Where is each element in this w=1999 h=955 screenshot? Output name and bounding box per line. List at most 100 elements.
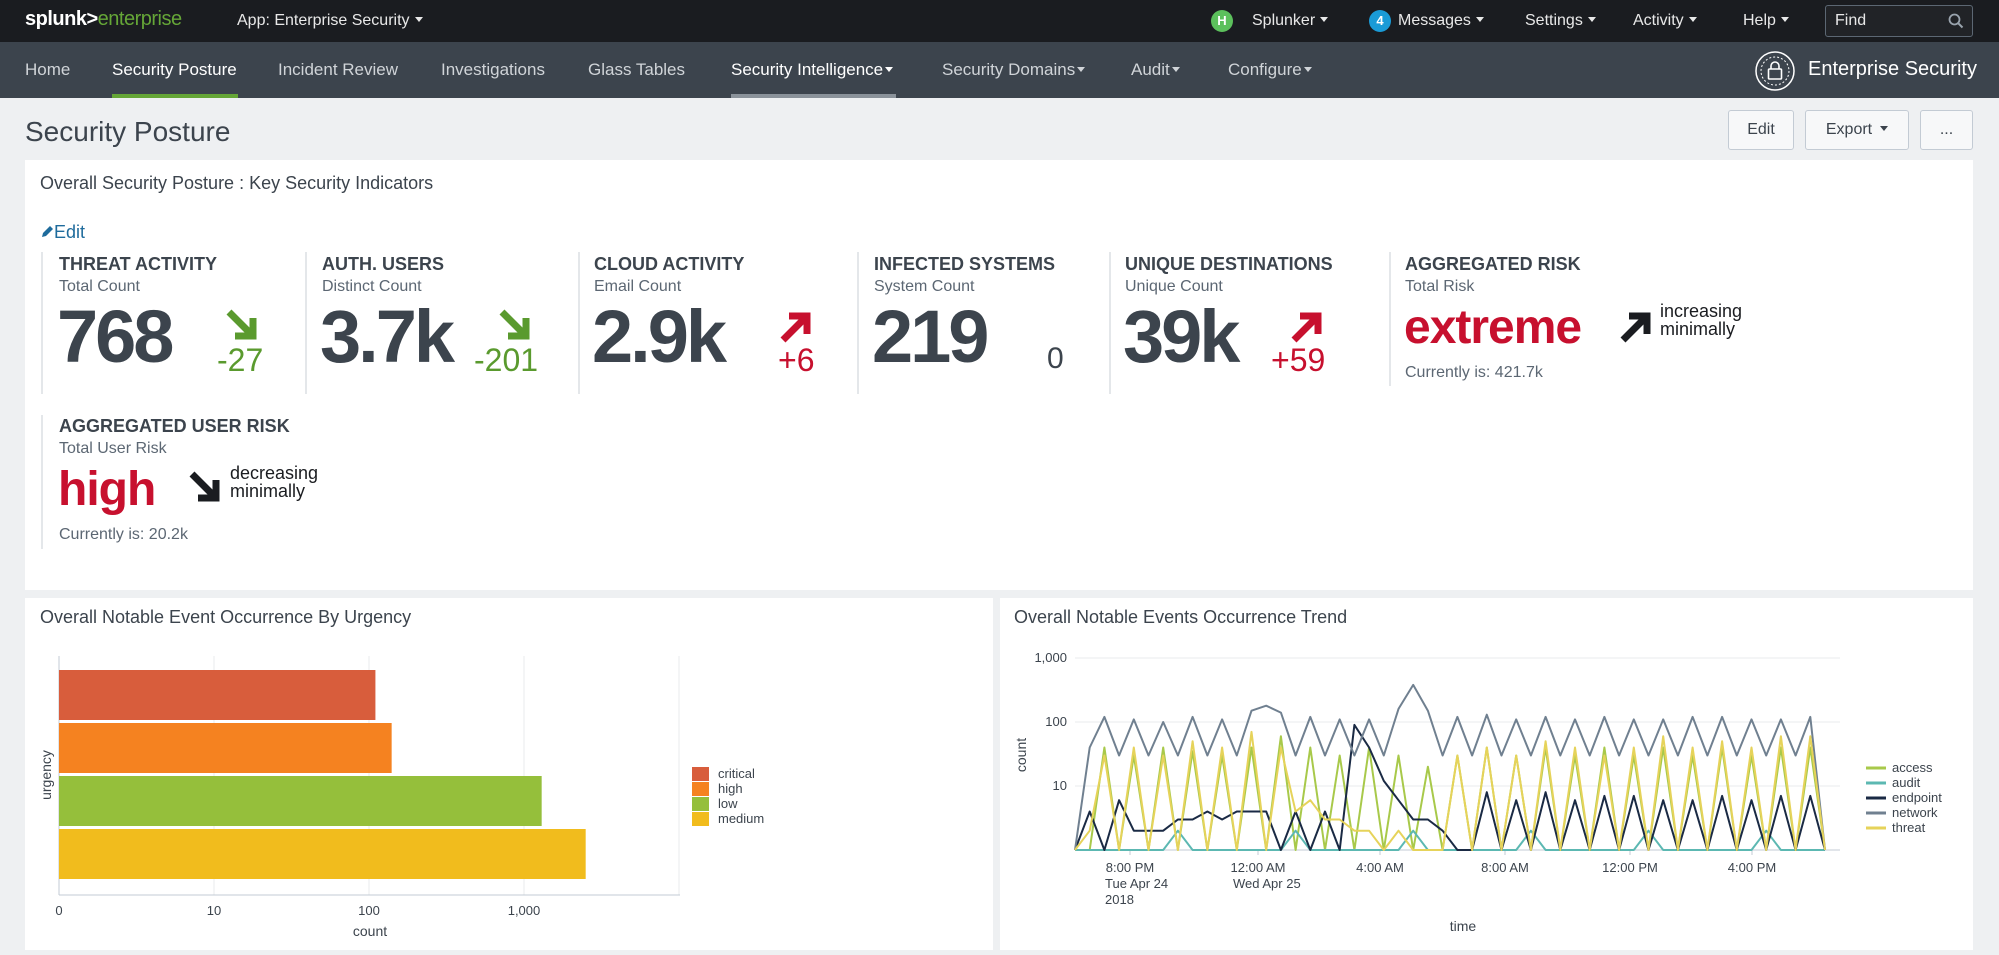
enterprise-security-lock-icon xyxy=(1755,51,1795,91)
legend-swatch-low xyxy=(692,797,709,811)
nav-item-label: Security Domains xyxy=(942,60,1076,79)
messages-count-badge[interactable]: 4 xyxy=(1369,10,1391,32)
x-tick-sublabel: Wed Apr 25 xyxy=(1233,876,1301,891)
avatar[interactable]: H xyxy=(1211,10,1233,32)
arrow-down-right-icon xyxy=(499,309,530,340)
help-menu[interactable]: Help xyxy=(1743,12,1789,30)
user-menu[interactable]: Splunker xyxy=(1252,12,1329,30)
series-line-network xyxy=(1074,683,1826,851)
x-tick-label: 8:00 AM xyxy=(1481,860,1529,875)
legend-label-high: high xyxy=(718,781,743,796)
arrow-down-right-icon xyxy=(226,309,257,340)
kpi-divider xyxy=(857,252,859,394)
messages-menu[interactable]: Messages xyxy=(1398,12,1484,30)
kpi-title-cloud-activity: CLOUD ACTIVITY xyxy=(594,254,745,274)
nav-item-home[interactable]: Home xyxy=(25,60,71,79)
splunk-logo[interactable]: splunk>enterprise xyxy=(25,8,182,31)
export-button[interactable]: Export xyxy=(1805,110,1909,150)
app-menu[interactable]: App: Enterprise Security xyxy=(237,12,423,30)
kpi-delta: -27 xyxy=(217,342,264,378)
x-axis-label: time xyxy=(1450,918,1477,934)
search-icon[interactable] xyxy=(1948,13,1964,29)
urgency-panel-title: Overall Notable Event Occurrence By Urge… xyxy=(40,607,412,627)
key-security-indicators-panel xyxy=(25,160,1973,590)
top-bar: splunk>enterprise App: Enterprise Securi… xyxy=(0,0,1999,42)
settings-menu[interactable]: Settings xyxy=(1525,12,1596,30)
series-line-threat xyxy=(1074,730,1826,851)
chevron-down-icon xyxy=(1320,17,1329,22)
kpi-delta: +59 xyxy=(1271,342,1326,378)
kpi-divider xyxy=(41,415,43,549)
bar-critical xyxy=(59,670,376,720)
chevron-down-icon xyxy=(1587,17,1596,22)
nav-item-configure[interactable]: Configure xyxy=(1228,60,1312,80)
user-menu-label: Splunker xyxy=(1252,12,1316,29)
nav-item-security-domains[interactable]: Security Domains xyxy=(942,60,1086,80)
x-tick-label: 4:00 AM xyxy=(1356,860,1404,875)
legend-swatch-high xyxy=(692,782,709,796)
nav-item-glass-tables[interactable]: Glass Tables xyxy=(588,60,686,79)
aggregated-user-risk-level[interactable]: high xyxy=(58,463,156,516)
edit-dashboard-button[interactable]: Edit xyxy=(1728,110,1794,150)
aggregated-user-risk-trend: decreasing minimally xyxy=(230,464,318,500)
kpi-subtitle: System Count xyxy=(874,278,975,295)
chevron-down-icon xyxy=(885,67,894,72)
x-tick-label: 4:00 PM xyxy=(1728,860,1776,875)
trend-chart-panel xyxy=(1000,598,1973,950)
nav-item-security-posture[interactable]: Security Posture xyxy=(112,60,237,79)
aggregated-user-risk-current: Currently is: 20.2k xyxy=(59,526,188,543)
nav-item-security-intelligence[interactable]: Security Intelligence xyxy=(731,60,894,80)
trend-panel-title: Overall Notable Events Occurrence Trend xyxy=(1014,607,1348,627)
arrow-up-right-icon xyxy=(780,312,811,343)
urgency-chart-panel xyxy=(25,598,993,950)
arrow-up-right-icon xyxy=(1620,312,1651,343)
kpi-divider xyxy=(1389,252,1391,386)
series-line-endpoint xyxy=(1074,723,1826,851)
nav-item-label: Configure xyxy=(1228,60,1302,79)
legend-label-network: network xyxy=(1892,805,1938,820)
kpi-delta: +6 xyxy=(778,342,815,378)
app-nav-bar: Home Security Posture Incident Review In… xyxy=(0,42,1999,98)
x-tick-label: 8:00 PM xyxy=(1106,860,1154,875)
nav-item-investigations[interactable]: Investigations xyxy=(441,60,545,79)
kpi-divider xyxy=(578,252,580,394)
find-box xyxy=(1825,5,1973,37)
kpi-title-infected-systems: INFECTED SYSTEMS xyxy=(874,254,1056,274)
kpi-value-cloud-activity[interactable]: 2.9k xyxy=(592,295,727,378)
x-axis-label: count xyxy=(353,923,387,939)
kpi-divider xyxy=(305,252,307,394)
find-input[interactable] xyxy=(1826,6,1946,36)
legend-label-access: access xyxy=(1892,760,1933,775)
activity-menu-label: Activity xyxy=(1633,12,1684,29)
kpi-delta: 0 xyxy=(1047,342,1064,375)
kpi-title-auth-users: AUTH. USERS xyxy=(322,254,445,274)
app-menu-label: App: Enterprise Security xyxy=(237,12,410,29)
y-tick-label: 100 xyxy=(1045,714,1067,729)
kpi-subtitle: Total Count xyxy=(59,278,140,295)
kpi-value-infected-systems[interactable]: 219 xyxy=(872,295,989,378)
y-tick-label: 10 xyxy=(1053,778,1067,793)
kpi-title-aggregated-user-risk: AGGREGATED USER RISK xyxy=(59,416,290,436)
aggregated-risk-current: Currently is: 421.7k xyxy=(1405,364,1543,381)
activity-menu[interactable]: Activity xyxy=(1633,12,1697,30)
kpi-subtitle: Email Count xyxy=(594,278,682,295)
kpi-value-auth-users[interactable]: 3.7k xyxy=(320,295,455,378)
nav-item-incident-review[interactable]: Incident Review xyxy=(278,60,399,79)
kpi-divider xyxy=(1109,252,1111,394)
legend-swatch-medium xyxy=(692,812,709,826)
more-actions-button[interactable]: ... xyxy=(1920,110,1973,150)
edit-indicators-link[interactable]: Edit xyxy=(40,222,85,243)
chevron-down-icon xyxy=(1880,126,1889,131)
kpi-title-aggregated-risk: AGGREGATED RISK xyxy=(1405,254,1581,274)
x-tick-label: 0 xyxy=(55,903,62,918)
kpi-value-threat-activity[interactable]: 768 xyxy=(57,295,174,378)
legend-label-audit: audit xyxy=(1892,775,1921,790)
x-tick-label: 1,000 xyxy=(508,903,541,918)
nav-item-audit[interactable]: Audit xyxy=(1131,60,1180,80)
enterprise-security-title: Enterprise Security xyxy=(1808,58,1977,80)
kpi-value-unique-destinations[interactable]: 39k xyxy=(1123,295,1240,378)
trend-text: minimally xyxy=(230,481,306,501)
arrow-down-right-icon xyxy=(189,471,220,502)
nav-item-label: Audit xyxy=(1131,60,1170,79)
aggregated-risk-level[interactable]: extreme xyxy=(1404,301,1582,354)
